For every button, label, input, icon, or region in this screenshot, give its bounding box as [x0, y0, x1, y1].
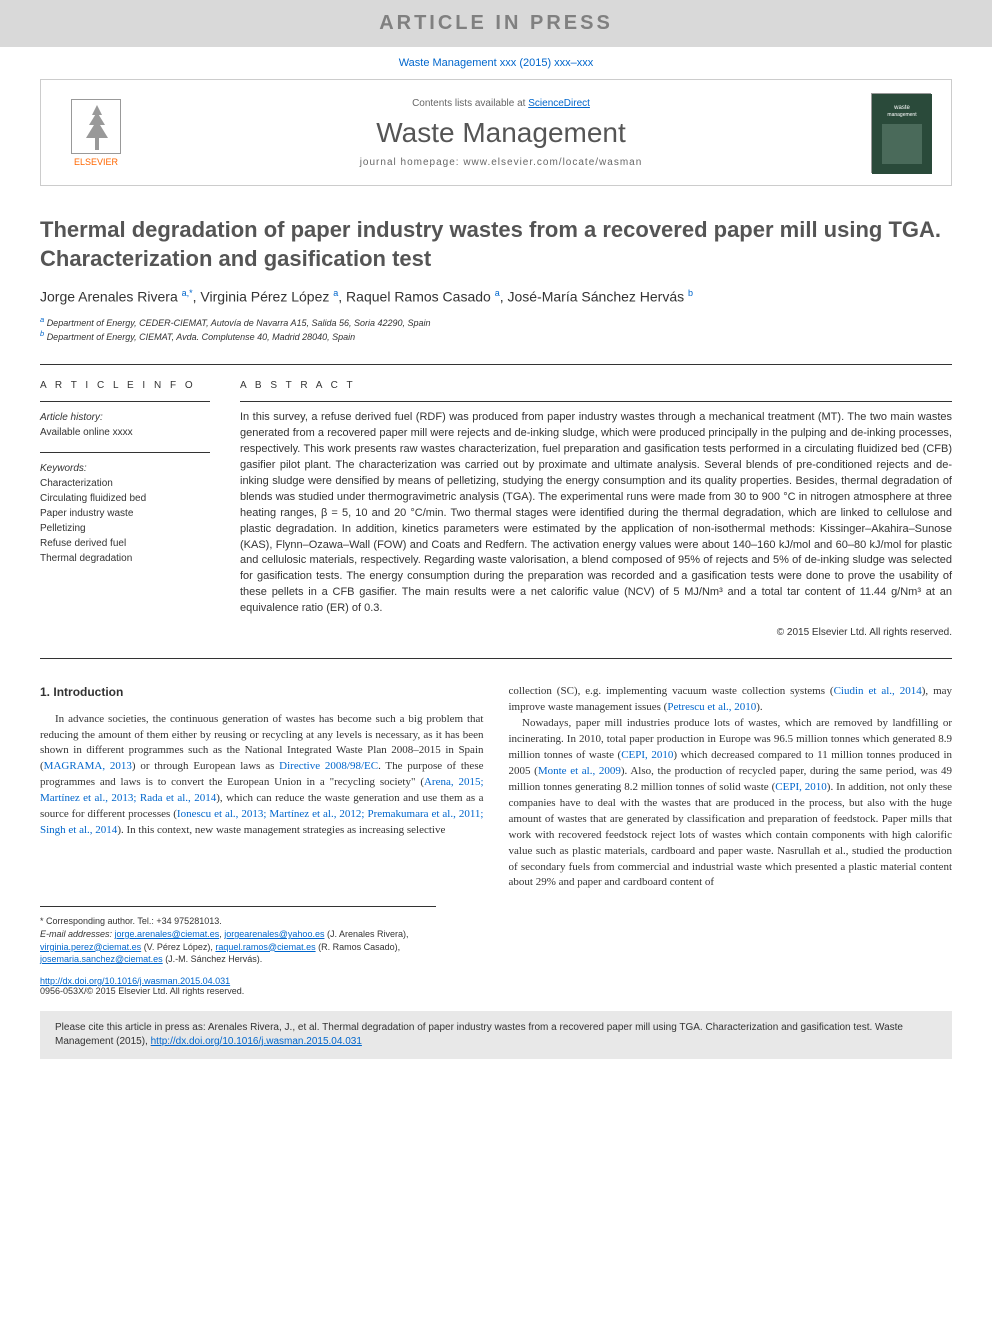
- citation-box: Please cite this article in press as: Ar…: [40, 1011, 952, 1059]
- abstract-text: In this survey, a refuse derived fuel (R…: [240, 401, 952, 617]
- affiliations: a Department of Energy, CEDER-CIEMAT, Au…: [40, 315, 952, 344]
- article-history-block: Article history: Available online xxxx: [40, 401, 210, 440]
- keyword: Thermal degradation: [40, 551, 210, 566]
- sciencedirect-link[interactable]: ScienceDirect: [528, 98, 590, 109]
- journal-header-box: ELSEVIER Contents lists available at Sci…: [40, 79, 952, 186]
- keywords-label: Keywords:: [40, 461, 210, 476]
- elsevier-logo: ELSEVIER: [61, 90, 131, 175]
- journal-name: Waste Management: [131, 117, 871, 149]
- abstract-header: A B S T R A C T: [240, 380, 952, 391]
- abstract-column: A B S T R A C T In this survey, a refuse…: [240, 380, 952, 638]
- homepage-url: www.elsevier.com/locate/wasman: [463, 157, 642, 168]
- history-label: Article history:: [40, 410, 210, 425]
- keyword: Refuse derived fuel: [40, 536, 210, 551]
- keyword: Paper industry waste: [40, 506, 210, 521]
- corresponding-author: * Corresponding author. Tel.: +34 975281…: [40, 915, 436, 928]
- contents-prefix: Contents lists available at: [412, 98, 528, 109]
- section-heading: 1. Introduction: [40, 684, 484, 701]
- journal-cover-thumbnail: wastemanagement: [871, 93, 931, 173]
- keyword: Pelletizing: [40, 521, 210, 536]
- divider: [40, 658, 952, 659]
- article-info-header: A R T I C L E I N F O: [40, 380, 210, 391]
- divider: [40, 364, 952, 365]
- doi-link[interactable]: http://dx.doi.org/10.1016/j.wasman.2015.…: [40, 976, 230, 986]
- email-addresses: E-mail addresses: jorge.arenales@ciemat.…: [40, 928, 436, 966]
- keyword: Circulating fluidized bed: [40, 491, 210, 506]
- contents-line: Contents lists available at ScienceDirec…: [131, 98, 871, 109]
- homepage-prefix: journal homepage:: [360, 157, 464, 168]
- article-title: Thermal degradation of paper industry wa…: [40, 216, 952, 273]
- elsevier-tree-icon: [71, 99, 121, 154]
- citation-top: Waste Management xxx (2015) xxx–xxx: [0, 47, 992, 79]
- affiliation-b: b Department of Energy, CIEMAT, Avda. Co…: [40, 329, 952, 344]
- homepage-line: journal homepage: www.elsevier.com/locat…: [131, 157, 871, 168]
- svg-text:waste: waste: [893, 105, 910, 111]
- article-in-press-banner: ARTICLE IN PRESS: [0, 0, 992, 47]
- doi-block: http://dx.doi.org/10.1016/j.wasman.2015.…: [40, 976, 952, 996]
- body-columns: 1. Introduction In advance societies, th…: [40, 684, 952, 891]
- authors-line: Jorge Arenales Rivera a,*, Virginia Pére…: [40, 288, 952, 305]
- body-paragraph: collection (SC), e.g. implementing vacuu…: [509, 684, 953, 891]
- keywords-block: Keywords: Characterization Circulating f…: [40, 452, 210, 566]
- body-column-1: 1. Introduction In advance societies, th…: [40, 684, 484, 891]
- keyword: Characterization: [40, 476, 210, 491]
- affiliation-a: a Department of Energy, CEDER-CIEMAT, Au…: [40, 315, 952, 330]
- history-line: Available online xxxx: [40, 425, 210, 440]
- body-paragraph: In advance societies, the continuous gen…: [40, 712, 484, 840]
- abstract-copyright: © 2015 Elsevier Ltd. All rights reserved…: [240, 627, 952, 638]
- citation-doi-link[interactable]: http://dx.doi.org/10.1016/j.wasman.2015.…: [151, 1036, 362, 1047]
- article-info-column: A R T I C L E I N F O Article history: A…: [40, 380, 210, 638]
- issn-copyright: 0956-053X/© 2015 Elsevier Ltd. All right…: [40, 986, 244, 996]
- elsevier-text: ELSEVIER: [74, 157, 118, 167]
- footnotes: * Corresponding author. Tel.: +34 975281…: [40, 906, 436, 965]
- svg-text:management: management: [887, 112, 917, 118]
- body-column-2: collection (SC), e.g. implementing vacuu…: [509, 684, 953, 891]
